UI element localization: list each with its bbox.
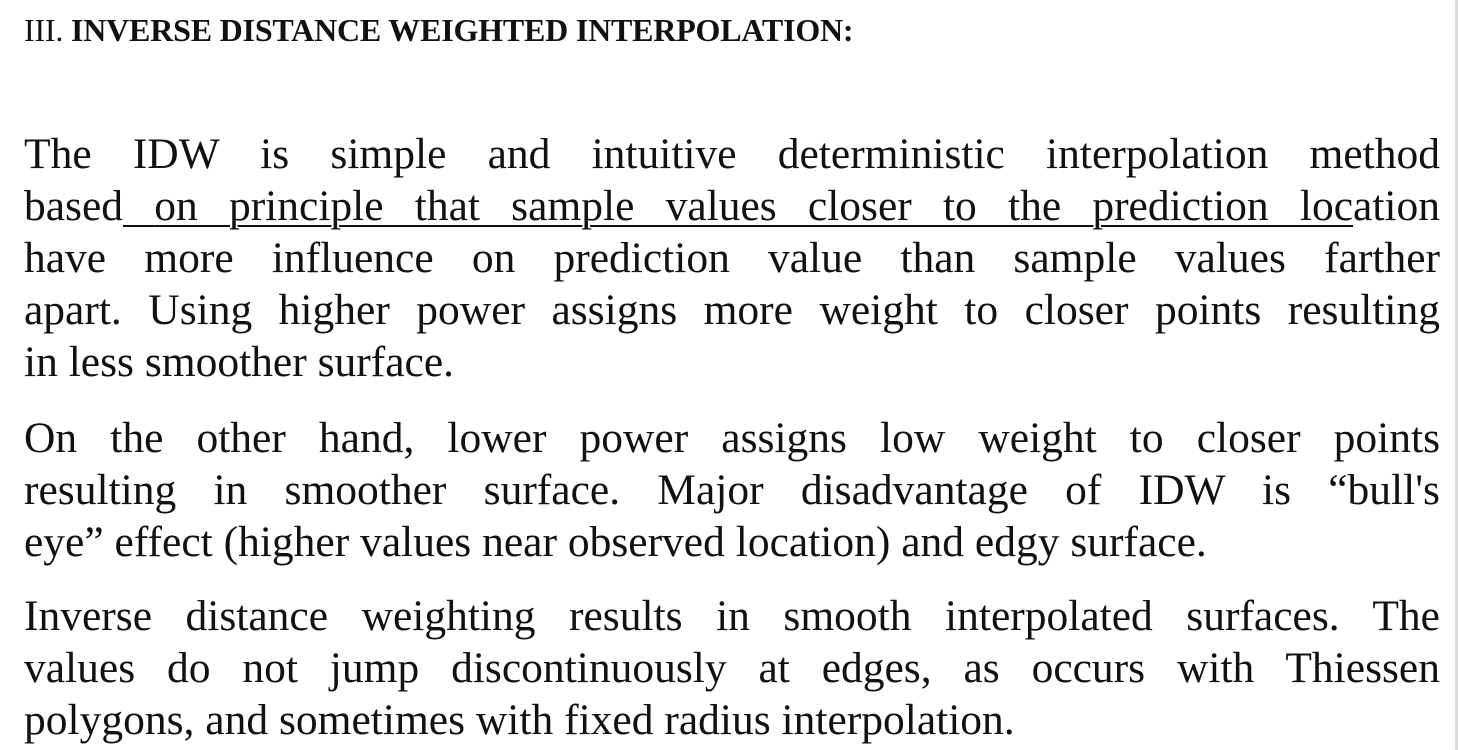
underlined-phrase: on principle that sample values closer t… [123,182,1353,230]
paragraph-line: apart. Using higher power assigns more w… [24,286,1440,334]
paragraph-line: in less smoother surface. [24,338,455,386]
paragraph-line: resulting in smoother surface. Major dis… [24,466,1440,514]
section-title: INVERSE DISTANCE WEIGHTED INTERPOLATION: [70,12,854,48]
paragraph-idw-smoothness: Inverse distance weighting results in sm… [24,590,1440,746]
paragraph-line: have more influence on prediction value … [24,234,1440,282]
section-heading: III. INVERSE DISTANCE WEIGHTED INTERPOLA… [24,8,854,52]
section-number: III. [24,12,64,48]
paragraph-line: On the other hand, lower power assigns l… [24,414,1440,462]
paragraph-idw-principle: The IDW is simple and intuitive determin… [24,128,1440,388]
underlined-text: on principle that sample values closer t… [154,182,1354,230]
paragraph-line: eye” effect (higher values near observed… [24,518,1207,566]
paragraph-line: Inverse distance weighting results in sm… [24,592,1440,640]
paragraph-line: values do not jump discontinuously at ed… [24,644,1440,692]
paragraph-idw-disadvantage: On the other hand, lower power assigns l… [24,412,1440,568]
paragraph-line: polygons, and sometimes with fixed radiu… [24,696,1015,744]
paragraph-line: The IDW is simple and intuitive determin… [24,130,1440,178]
line-segment: ation [1353,182,1441,230]
page-edge-divider [1455,0,1458,750]
line-segment: based [24,182,124,230]
paragraph-line: based on principle that sample values cl… [24,180,1440,232]
